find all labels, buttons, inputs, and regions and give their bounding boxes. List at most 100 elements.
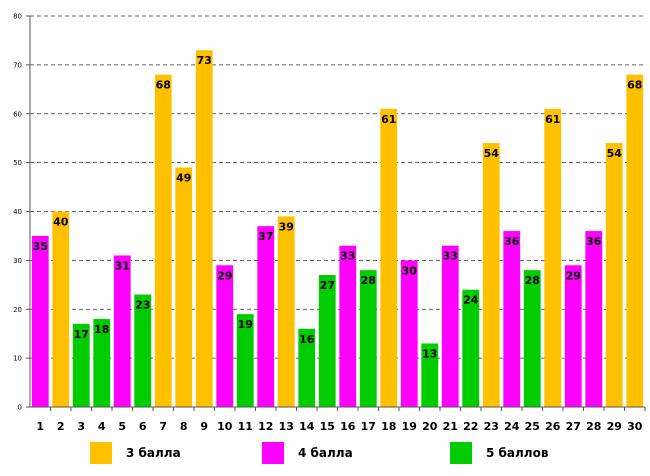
x-tick-label-26: 26	[545, 420, 561, 433]
legend-swatch-4	[262, 442, 284, 464]
x-tick-label-21: 21	[443, 420, 458, 433]
x-tick-label-29: 29	[607, 420, 622, 433]
data-label-20: 13	[422, 347, 437, 360]
bar-9	[195, 50, 213, 408]
legend-label-5: 5 баллов	[486, 446, 549, 460]
data-label-11: 19	[238, 318, 253, 331]
bar-10	[216, 265, 234, 407]
data-label-28: 36	[586, 235, 602, 248]
bar-16	[339, 245, 357, 407]
y-tick-label: 0	[18, 404, 22, 412]
legend-item-3: 3 балла	[90, 442, 181, 464]
x-tick-label-10: 10	[217, 420, 233, 433]
bar-8	[175, 167, 193, 407]
data-label-22: 24	[463, 294, 479, 307]
x-tick-label-20: 20	[422, 420, 438, 433]
bars	[31, 50, 644, 408]
bar-13	[277, 216, 295, 407]
data-label-26: 61	[545, 113, 560, 126]
bar-20	[421, 343, 439, 407]
x-tick-label-14: 14	[299, 420, 315, 433]
bar-5	[113, 255, 131, 407]
legend-item-5: 5 баллов	[450, 442, 548, 464]
bar-18	[380, 108, 398, 408]
data-label-4: 18	[94, 323, 109, 336]
x-tick-label-3: 3	[77, 420, 85, 433]
bar-29	[605, 143, 623, 407]
y-tick-label: 50	[13, 159, 22, 167]
x-tick-label-28: 28	[586, 420, 601, 433]
x-tick-label-11: 11	[238, 420, 253, 433]
x-axis-ticks: 1 2 3 4 5 6 7 8 9 10 11 12 13 14 15 16 17 18 19 20 21 22 23 24 2…	[36, 407, 646, 433]
bar-30	[626, 74, 644, 408]
x-tick-label-17: 17	[361, 420, 376, 433]
y-tick-label: 80	[13, 13, 22, 21]
x-tick-label-23: 23	[484, 420, 499, 433]
x-tick-label-24: 24	[504, 420, 520, 433]
x-tick-label-1: 1	[36, 420, 44, 433]
data-label-10: 29	[217, 269, 232, 282]
bar-11	[236, 314, 254, 407]
bar-7	[154, 74, 172, 408]
data-label-14: 16	[299, 333, 315, 346]
bar-19	[400, 260, 418, 407]
data-label-2: 40	[53, 216, 69, 229]
data-label-18: 61	[381, 113, 396, 126]
bar-15	[318, 275, 336, 407]
legend-label-4: 4 балла	[298, 446, 353, 460]
x-tick-label-8: 8	[180, 420, 188, 433]
data-label-30: 68	[627, 79, 642, 92]
bar-21	[441, 245, 459, 407]
bar-22	[462, 289, 480, 407]
x-tick-label-22: 22	[463, 420, 478, 433]
legend-swatch-3	[90, 442, 112, 464]
y-tick-label: 20	[13, 306, 22, 314]
x-tick-label-5: 5	[118, 420, 126, 433]
data-label-6: 23	[135, 299, 150, 312]
data-labels: 35 40 17 18 31 23 68 49 73 29 19 37 39 16 27 33 28 61 30 13…	[33, 54, 643, 360]
x-tick-label-13: 13	[279, 420, 294, 433]
data-label-1: 35	[33, 240, 48, 253]
data-label-3: 17	[74, 328, 89, 341]
data-label-25: 28	[525, 274, 540, 287]
x-tick-label-7: 7	[159, 420, 167, 433]
y-tick-label: 70	[13, 61, 22, 69]
data-label-13: 39	[279, 220, 294, 233]
data-label-8: 49	[176, 172, 191, 185]
bar-4	[93, 319, 111, 407]
bar-23	[482, 143, 500, 407]
x-tick-label-27: 27	[566, 420, 581, 433]
x-tick-label-4: 4	[98, 420, 106, 433]
x-tick-label-30: 30	[627, 420, 643, 433]
data-label-27: 29	[566, 269, 581, 282]
x-tick-label-15: 15	[320, 420, 335, 433]
data-label-5: 31	[115, 259, 130, 272]
bar-24	[503, 231, 521, 407]
legend-item-4: 4 балла	[262, 442, 353, 464]
x-tick-label-19: 19	[402, 420, 417, 433]
y-tick-label: 40	[13, 208, 22, 216]
data-label-9: 73	[197, 54, 212, 67]
data-label-16: 33	[340, 250, 355, 263]
gridlines	[30, 15, 645, 359]
x-tick-label-9: 9	[200, 420, 208, 433]
y-axis-ticks: 0 10 20 30 40 50 60 70 80	[13, 13, 30, 412]
bar-3	[72, 323, 90, 407]
x-tick-label-6: 6	[139, 420, 147, 433]
data-label-24: 36	[504, 235, 520, 248]
y-tick-label: 60	[13, 110, 22, 118]
bar-26	[544, 108, 562, 408]
data-label-19: 30	[402, 264, 418, 277]
bar-25	[523, 270, 541, 407]
data-label-23: 54	[484, 147, 500, 160]
data-label-21: 33	[443, 250, 458, 263]
data-label-29: 54	[607, 147, 623, 160]
bar-1	[31, 235, 49, 407]
bar-12	[257, 226, 275, 407]
x-tick-label-2: 2	[57, 420, 65, 433]
bar-2	[52, 211, 70, 407]
x-tick-label-18: 18	[381, 420, 396, 433]
bar-6	[134, 294, 152, 407]
x-tick-label-16: 16	[340, 420, 356, 433]
bar-17	[359, 270, 377, 407]
